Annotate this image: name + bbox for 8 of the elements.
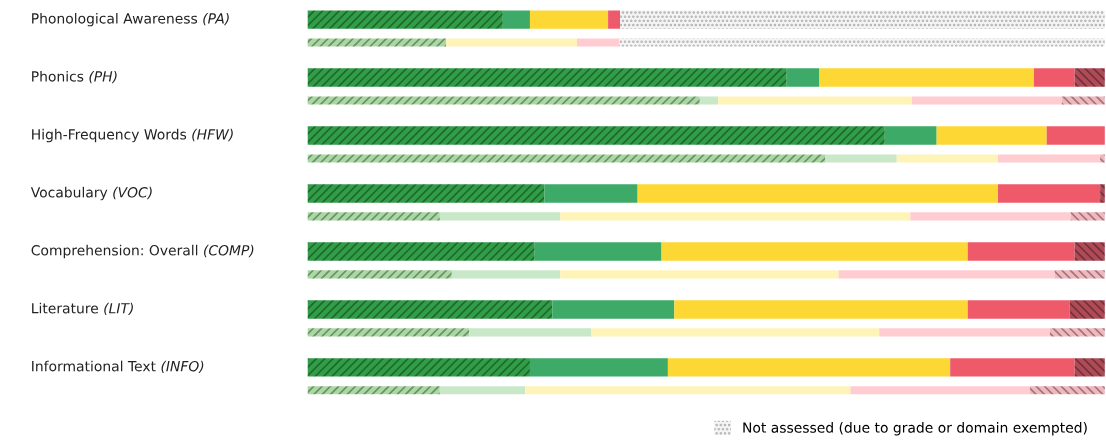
legend-label: Not assessed (due to grade or domain exempted) bbox=[743, 422, 1087, 436]
y-tick-label: Literature (LIT) bbox=[32, 302, 133, 316]
y-tick-label: Comprehension: Overall (COMP) bbox=[31, 244, 254, 259]
y-tick-label: Vocabulary (VOC) bbox=[30, 186, 152, 201]
y-tick-label: High-Frequency Words (HFW) bbox=[32, 128, 233, 143]
y-tick-label: Phonological Awareness (PA) bbox=[32, 12, 229, 27]
y-tick-label: Phonics (PH) bbox=[32, 70, 117, 84]
y-tick-label: Informational Text (INFO) bbox=[32, 360, 204, 374]
